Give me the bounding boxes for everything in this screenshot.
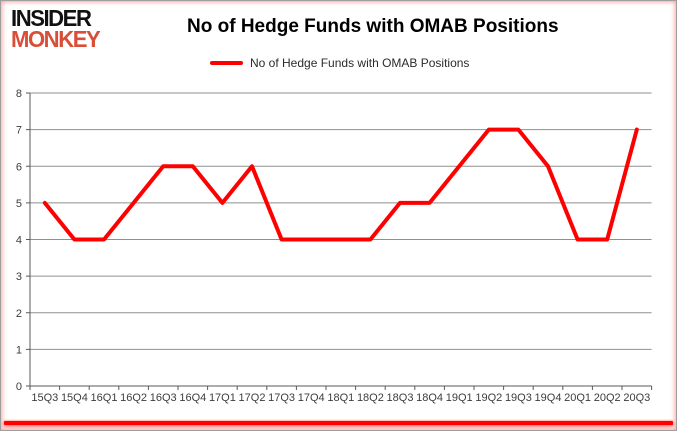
y-tick-label: 4 (16, 235, 22, 247)
legend-line-marker (210, 61, 243, 65)
y-tick-label: 8 (16, 88, 22, 100)
y-tick-label: 3 (16, 271, 22, 283)
x-tick-label: 17Q2 (239, 392, 266, 404)
x-tick-label: 16Q2 (120, 392, 147, 404)
insider-monkey-logo: INSIDER MONKEY (11, 5, 101, 53)
x-tick-label: 15Q4 (61, 392, 88, 404)
x-tick-label: 18Q1 (327, 392, 354, 404)
x-tick-label: 16Q4 (179, 392, 206, 404)
x-tick-label: 16Q3 (150, 392, 177, 404)
x-tick-label: 16Q1 (91, 392, 118, 404)
series-line-hedge-funds (42, 127, 639, 242)
x-tick-label: 19Q3 (505, 392, 532, 404)
legend-label: No of Hedge Funds with OMAB Positions (250, 56, 470, 70)
x-tick-label: 17Q4 (298, 392, 325, 404)
y-tick-label: 7 (16, 125, 22, 137)
y-tick-label: 5 (16, 198, 22, 210)
x-tick-label: 19Q2 (475, 392, 502, 404)
y-tick-label: 1 (16, 344, 22, 356)
x-tick-label: 17Q1 (209, 392, 236, 404)
x-tick-label: 18Q3 (387, 392, 414, 404)
legend: No of Hedge Funds with OMAB Positions (210, 56, 469, 70)
x-tick-label: 19Q4 (535, 392, 562, 404)
y-tick-label: 2 (16, 308, 22, 320)
x-tick-label: 20Q1 (564, 392, 591, 404)
logo-word-insider: INSIDER (11, 5, 92, 31)
y-tick-label: 0 (16, 381, 22, 393)
x-tick-label: 17Q3 (268, 392, 295, 404)
x-tick-label: 15Q3 (31, 392, 58, 404)
x-tick-label: 18Q4 (416, 392, 443, 404)
bottom-red-border (4, 421, 673, 425)
y-tick-label: 6 (16, 161, 22, 173)
x-tick-label: 20Q2 (594, 392, 621, 404)
logo-word-monkey: MONKEY (11, 26, 101, 53)
x-tick-label: 19Q1 (446, 392, 473, 404)
x-tick-label: 20Q3 (623, 392, 650, 404)
x-tick-label: 18Q2 (357, 392, 384, 404)
chart-title: No of Hedge Funds with OMAB Positions (187, 16, 559, 37)
